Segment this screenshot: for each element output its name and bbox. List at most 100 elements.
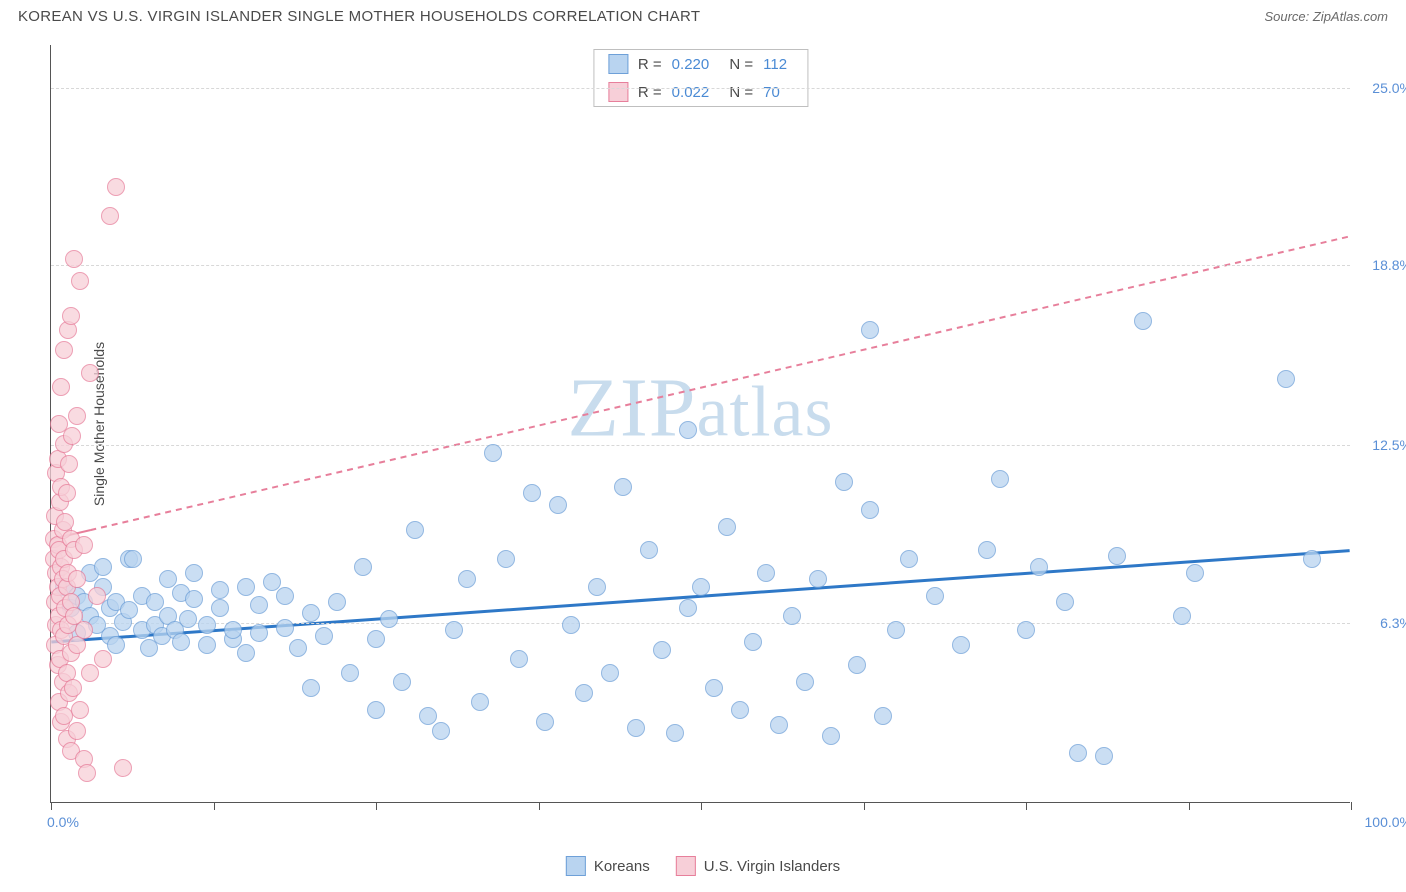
data-point <box>1173 607 1191 625</box>
data-point <box>263 573 281 591</box>
x-tick <box>376 802 377 810</box>
data-point <box>101 207 119 225</box>
watermark: ZIPatlas <box>568 360 834 457</box>
legend-swatch <box>608 54 628 74</box>
stats-row: R = 0.022 N = 70 <box>594 78 807 106</box>
data-point <box>71 272 89 290</box>
data-point <box>276 587 294 605</box>
data-point <box>445 621 463 639</box>
data-point <box>120 601 138 619</box>
x-tick <box>1026 802 1027 810</box>
data-point <box>302 604 320 622</box>
data-point <box>666 724 684 742</box>
legend-label: Koreans <box>594 858 650 875</box>
data-point <box>60 455 78 473</box>
data-point <box>523 484 541 502</box>
data-point <box>484 444 502 462</box>
stat-r-label: R = <box>638 56 662 73</box>
data-point <box>94 650 112 668</box>
data-point <box>900 550 918 568</box>
data-point <box>81 664 99 682</box>
y-tick-label: 25.0% <box>1372 80 1406 96</box>
gridline <box>51 88 1350 89</box>
stat-r-value: 0.220 <box>672 56 710 73</box>
legend-item: Koreans <box>566 856 650 876</box>
data-point <box>179 610 197 628</box>
data-point <box>575 684 593 702</box>
y-tick-label: 12.5% <box>1372 437 1406 453</box>
data-point <box>302 679 320 697</box>
data-point <box>250 596 268 614</box>
data-point <box>172 633 190 651</box>
trend-lines <box>51 45 1350 802</box>
gridline <box>51 445 1350 446</box>
data-point <box>146 593 164 611</box>
x-tick <box>214 802 215 810</box>
y-tick-label: 18.8% <box>1372 257 1406 273</box>
data-point <box>796 673 814 691</box>
data-point <box>250 624 268 642</box>
data-point <box>237 578 255 596</box>
legend-swatch <box>608 82 628 102</box>
data-point <box>1277 370 1295 388</box>
data-point <box>211 581 229 599</box>
data-point <box>114 759 132 777</box>
data-point <box>55 341 73 359</box>
data-point <box>276 619 294 637</box>
data-point <box>562 616 580 634</box>
data-point <box>88 587 106 605</box>
data-point <box>1108 547 1126 565</box>
data-point <box>419 707 437 725</box>
data-point <box>1069 744 1087 762</box>
x-tick <box>1189 802 1190 810</box>
data-point <box>705 679 723 697</box>
data-point <box>159 570 177 588</box>
data-point <box>926 587 944 605</box>
data-point <box>1303 550 1321 568</box>
data-point <box>185 590 203 608</box>
data-point <box>1186 564 1204 582</box>
data-point <box>94 558 112 576</box>
data-point <box>198 636 216 654</box>
data-point <box>367 701 385 719</box>
data-point <box>991 470 1009 488</box>
legend-swatch <box>566 856 586 876</box>
data-point <box>887 621 905 639</box>
data-point <box>757 564 775 582</box>
data-point <box>81 364 99 382</box>
data-point <box>627 719 645 737</box>
data-point <box>809 570 827 588</box>
data-point <box>341 664 359 682</box>
data-point <box>848 656 866 674</box>
data-point <box>237 644 255 662</box>
legend-item: U.S. Virgin Islanders <box>676 856 840 876</box>
data-point <box>718 518 736 536</box>
data-point <box>224 621 242 639</box>
data-point <box>744 633 762 651</box>
data-point <box>315 627 333 645</box>
data-point <box>653 641 671 659</box>
stat-n-label: N = <box>725 84 753 101</box>
data-point <box>471 693 489 711</box>
data-point <box>71 701 89 719</box>
stats-row: R = 0.220 N = 112 <box>594 50 807 78</box>
stats-legend: R = 0.220 N = 112R = 0.022 N = 70 <box>593 49 808 107</box>
legend-swatch <box>676 856 696 876</box>
data-point <box>770 716 788 734</box>
chart-source: Source: ZipAtlas.com <box>1264 9 1388 24</box>
data-point <box>835 473 853 491</box>
data-point <box>536 713 554 731</box>
data-point <box>952 636 970 654</box>
data-point <box>679 421 697 439</box>
series-legend: Koreans U.S. Virgin Islanders <box>566 856 840 876</box>
data-point <box>56 513 74 531</box>
data-point <box>289 639 307 657</box>
data-point <box>614 478 632 496</box>
x-tick <box>51 802 52 810</box>
data-point <box>380 610 398 628</box>
y-tick-label: 6.3% <box>1380 615 1406 631</box>
data-point <box>185 564 203 582</box>
data-point <box>861 501 879 519</box>
data-point <box>75 621 93 639</box>
data-point <box>731 701 749 719</box>
